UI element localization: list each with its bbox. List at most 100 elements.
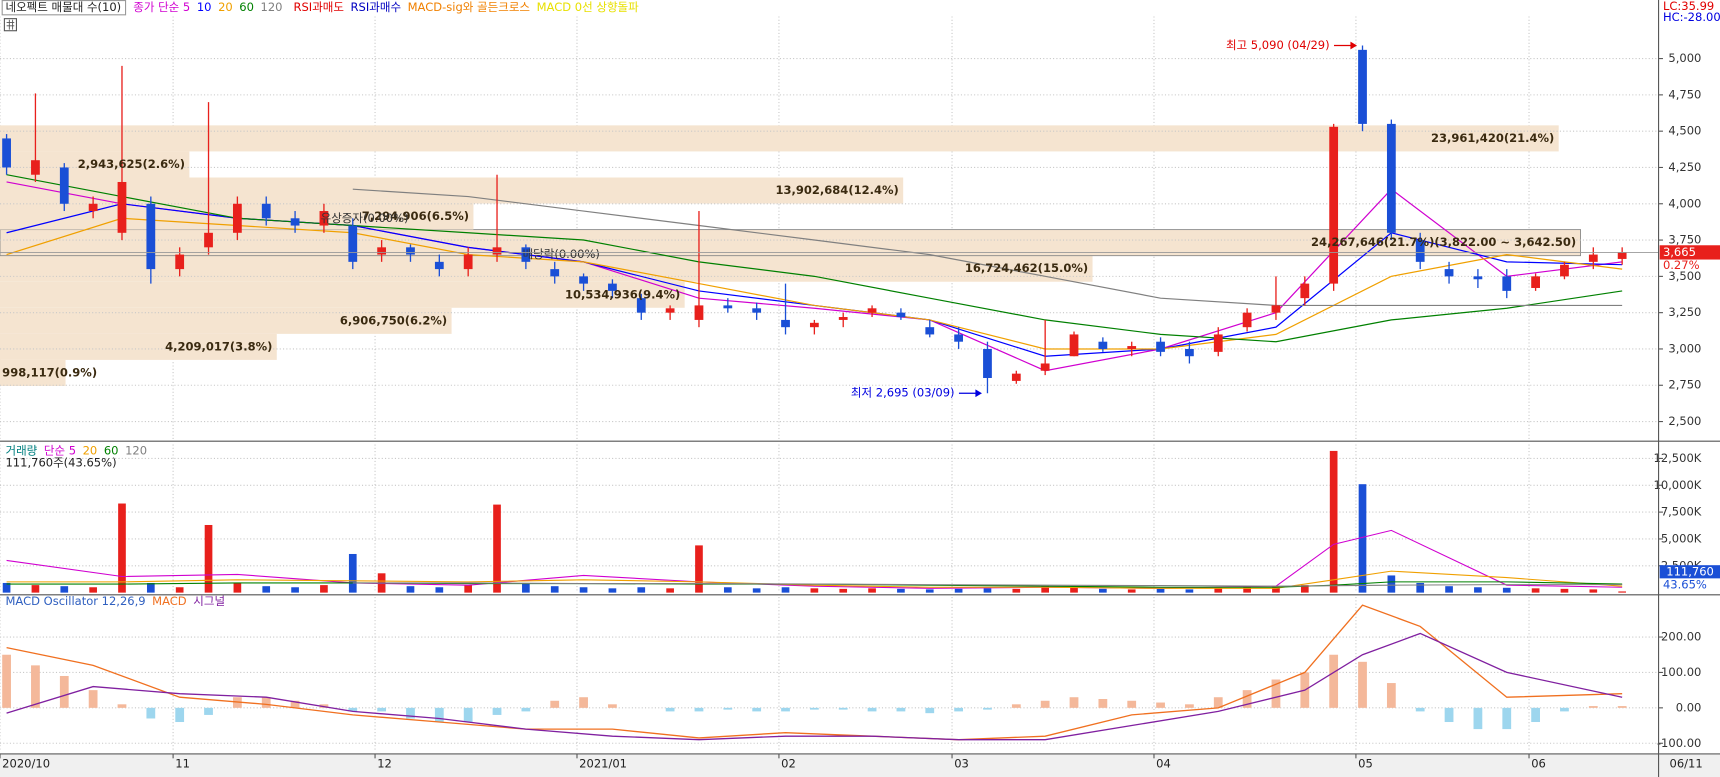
x-tick-label: 11 — [175, 756, 190, 770]
y-tick-label: 0.00 — [1676, 700, 1702, 714]
volume-profile-band — [0, 307, 452, 334]
x-tick-label: 2020/10 — [2, 756, 50, 770]
candle-body — [1588, 254, 1598, 262]
volume-bar — [1618, 591, 1626, 593]
candle-body — [579, 276, 588, 284]
corner-label: LC:35.99 — [1663, 0, 1714, 13]
volume-bar — [723, 587, 732, 593]
volume-bar — [1070, 587, 1078, 593]
x-tick-label: 03 — [954, 756, 969, 770]
moving-average — [352, 188, 1623, 307]
oscillator-bar — [809, 707, 819, 710]
candle-body — [781, 319, 790, 328]
oscillator-bar — [1040, 700, 1050, 708]
volume-bar — [175, 587, 184, 593]
candle-body — [1300, 283, 1310, 299]
candle-body — [463, 254, 473, 270]
volume-bar — [2, 582, 11, 593]
last-volume-box — [1659, 565, 1720, 579]
candle-body — [1011, 373, 1021, 381]
volume-bar — [868, 588, 876, 593]
volume-profile-label: 4,209,017(3.8%) — [165, 339, 272, 353]
candle-body — [983, 348, 992, 379]
moving-average — [6, 217, 1623, 350]
y-tick-label: 4,250 — [1668, 160, 1701, 174]
volume-bar — [579, 587, 588, 593]
y-tick-label: 5,000K — [1661, 531, 1702, 545]
volume-profile-label: 13,902,684(12.4%) — [775, 183, 898, 197]
last-volume-percent: 43.65% — [1663, 577, 1707, 591]
oscillator-bar — [954, 707, 964, 712]
annotation-arrowhead — [1350, 41, 1358, 50]
y-tick-label: 4,500 — [1668, 124, 1701, 138]
volume-profile-label: 998,117(0.9%) — [2, 365, 97, 379]
y-tick-label: 200.00 — [1661, 630, 1701, 644]
candle-body — [204, 232, 213, 248]
oscillator-bar — [1617, 706, 1627, 708]
volume-profile-band — [0, 229, 1581, 257]
volume-bar — [1243, 587, 1251, 593]
volume-bar — [1041, 586, 1050, 593]
oscillator-bar — [838, 707, 848, 710]
volume-bar — [925, 589, 934, 593]
oscillator-bar — [1415, 707, 1425, 712]
oscillator-bar — [723, 707, 733, 710]
y-tick-label: 4,750 — [1668, 87, 1701, 101]
oscillator-bar — [1560, 707, 1569, 712]
toolbar-icon[interactable] — [3, 18, 18, 32]
title-box — [1, 0, 127, 16]
volume-profile-band — [0, 359, 66, 386]
volume-bar — [320, 585, 328, 593]
candle-body — [1213, 334, 1223, 352]
oscillator-bar — [665, 707, 675, 712]
volume-bar — [1012, 588, 1021, 593]
oscillator-bar — [204, 707, 213, 715]
oscillator-bar — [752, 707, 762, 712]
oscillator-bar — [1329, 654, 1339, 708]
candle-body — [665, 308, 675, 313]
oscillator-bar — [88, 690, 98, 708]
candle-body — [377, 247, 387, 255]
candle-body — [146, 203, 156, 270]
volume-bar — [1560, 588, 1569, 593]
y-tick-label: 3,750 — [1668, 233, 1701, 247]
oscillator-bar — [377, 707, 387, 712]
volume-bar — [637, 587, 646, 593]
volume-bar — [1416, 582, 1425, 593]
oscillator-bar — [1588, 706, 1598, 708]
candle-body — [492, 247, 502, 255]
oscillator-bar — [1242, 690, 1252, 708]
legend-item: 거래량 — [5, 444, 37, 458]
event-label: 유상증자(0.00%) — [321, 211, 409, 225]
volume-profile-label: 10,534,936(9.4%) — [565, 287, 680, 301]
oscillator-bar — [146, 707, 156, 719]
candle-body — [1098, 341, 1108, 349]
volume-average — [6, 570, 1623, 589]
oscillator-bar — [1098, 698, 1108, 708]
y-tick-label: 4,000 — [1668, 196, 1701, 210]
candle-body — [319, 211, 329, 226]
volume-bar — [464, 585, 473, 593]
candle-body — [1329, 126, 1339, 284]
oscillator-bar — [1502, 707, 1512, 730]
candle-body — [809, 322, 819, 328]
candle-body — [2, 138, 11, 168]
oscillator-bar — [290, 700, 300, 708]
oscillator-bar — [1011, 704, 1021, 708]
legend-item: 120 — [125, 444, 147, 458]
volume-bar — [262, 586, 271, 593]
candle-body — [925, 327, 935, 335]
legend-item: MACD Oscillator 12,26,9 — [5, 594, 145, 608]
candle-body — [752, 308, 762, 313]
candle-body — [290, 218, 300, 226]
oscillator-bar — [434, 707, 444, 723]
volume-bar — [146, 582, 155, 593]
volume-profile-band — [0, 333, 277, 360]
volume-bar — [1445, 586, 1453, 593]
oscillator-bar — [1386, 683, 1396, 708]
moving-average — [6, 174, 1623, 343]
annotation-arrowhead — [975, 389, 982, 398]
oscillator-bar — [406, 707, 415, 719]
candle-body — [550, 269, 560, 277]
